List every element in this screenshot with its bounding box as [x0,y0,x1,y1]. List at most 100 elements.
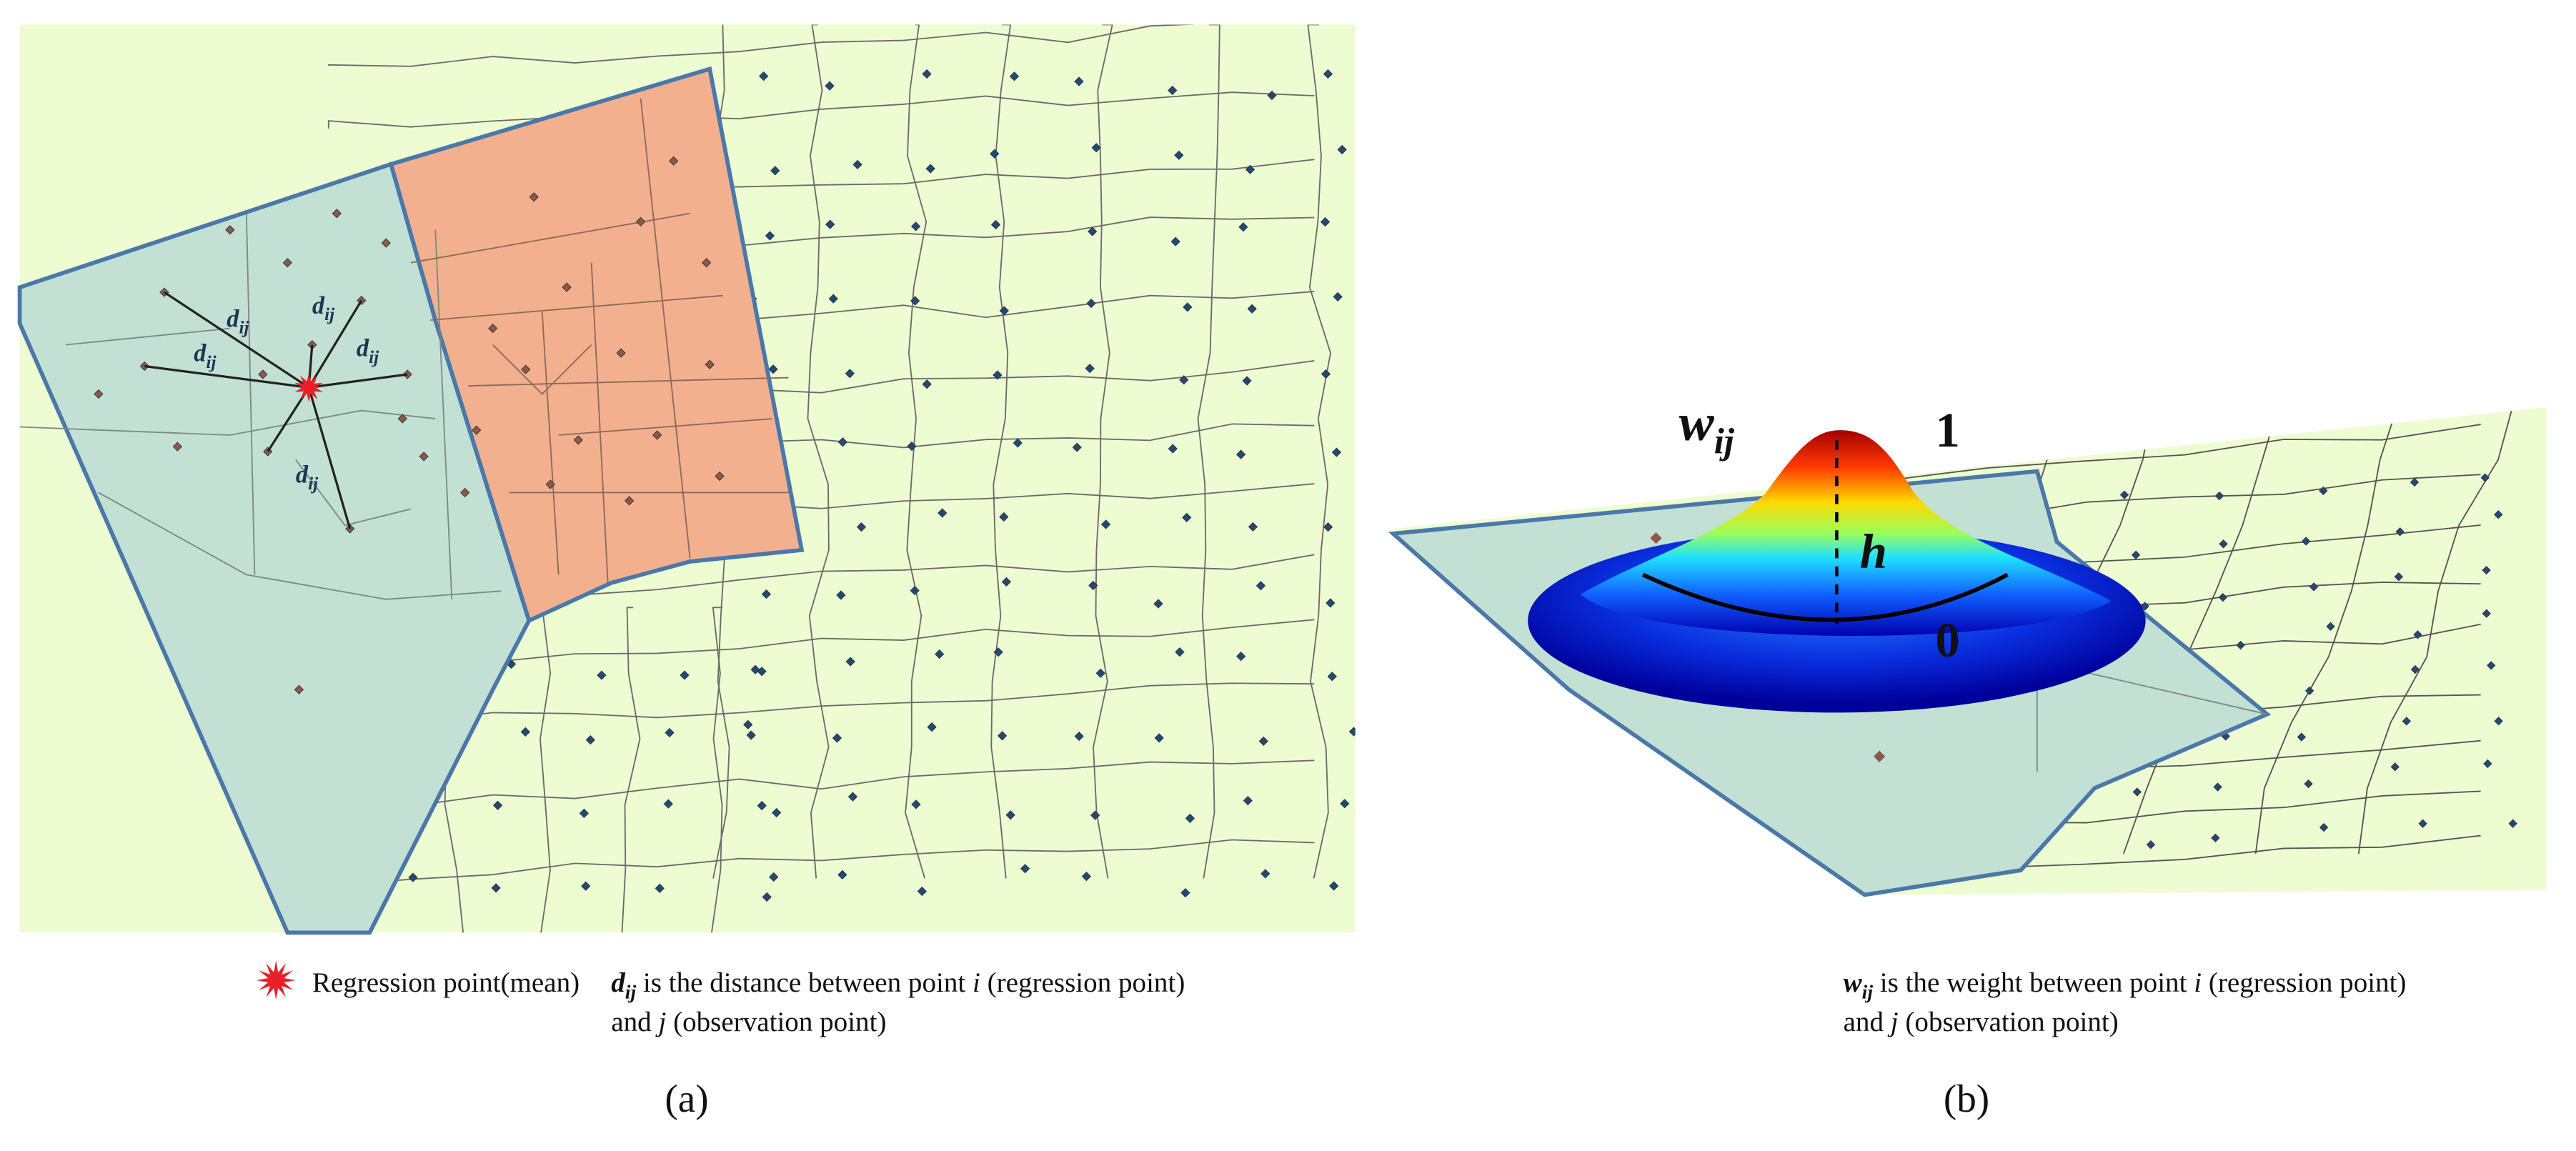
point [1238,222,1248,232]
caption-line: and j (observation point) [611,1007,886,1037]
point [1329,881,1339,891]
point [491,883,501,893]
point [997,731,1008,741]
legend-text: Regression point(mean) [312,967,580,998]
point [2482,565,2491,575]
point [1168,444,1178,454]
point [2508,819,2517,828]
point [1095,668,1105,678]
text: (regression point) [2202,967,2406,998]
panel-label: (b) [1944,1077,1989,1120]
text: (regression point) [980,967,1185,998]
distance-label: dij [312,292,335,324]
panel-b-text: wij 1 h 0 wij is the weight between poin… [1679,393,2407,1120]
point [925,164,935,174]
point [2394,572,2404,582]
point [910,221,921,231]
point [927,722,937,732]
base-label: 0 [1935,613,1959,667]
point [847,792,858,802]
point [2236,640,2245,650]
point [993,647,1003,657]
point [2140,602,2149,611]
point [1090,810,1100,820]
point [616,348,626,358]
point [993,370,1003,380]
boundary [807,24,830,879]
point [258,369,268,379]
distance-lines [144,291,408,529]
point [917,886,927,897]
point [624,496,635,506]
distance-line [267,387,310,452]
sub: ij [239,318,250,338]
point [832,733,842,743]
point [715,471,725,482]
point [938,508,948,518]
point [1001,577,1012,587]
point [492,800,503,810]
point [2305,686,2314,695]
point [1260,869,1270,879]
point [1327,672,1337,682]
distance-label: dij [227,305,249,337]
point [2482,609,2491,618]
point [665,727,675,738]
boundary [905,24,928,879]
point [759,71,769,81]
distance-line [307,387,352,529]
kernel-dome [1580,430,2112,637]
point [743,719,753,729]
point [1267,90,1277,101]
point [636,216,646,226]
distance-label: dij [194,340,217,372]
point [1100,519,1111,529]
point [2326,622,2335,631]
bandwidth-label: h [1860,524,1887,579]
point [1088,226,1098,236]
point [460,487,470,498]
point [761,589,772,599]
point [2402,717,2412,726]
map-b-regions [1388,430,2272,897]
point [999,306,1009,316]
point [765,231,775,241]
point [768,364,778,374]
text: is the weight between point [1873,967,2194,998]
orange-region [388,66,805,624]
point [573,435,583,445]
point [332,209,342,219]
boundary [2357,407,2517,854]
legend-star [256,960,296,1000]
distance-line [164,291,310,389]
point [2390,762,2400,772]
point [2211,833,2220,843]
point [472,425,482,435]
text: and [1844,1007,1891,1037]
point [2213,782,2222,792]
point [1183,302,1193,312]
orange-boundaries [410,98,789,583]
point [1154,733,1164,743]
point [828,294,838,304]
point [1185,813,1195,824]
point [1245,164,1255,174]
point [1153,599,1163,609]
point [655,883,665,894]
point [294,684,304,694]
var: i [973,967,980,998]
point [1323,522,1333,532]
point [836,590,846,600]
distance-line [144,364,309,389]
point [701,258,712,268]
var: i [2194,967,2202,998]
point [1085,364,1095,374]
point [397,414,407,424]
point [2418,819,2427,828]
point [1255,581,1266,591]
point [856,522,867,532]
point [1074,76,1084,86]
point [2494,717,2503,726]
